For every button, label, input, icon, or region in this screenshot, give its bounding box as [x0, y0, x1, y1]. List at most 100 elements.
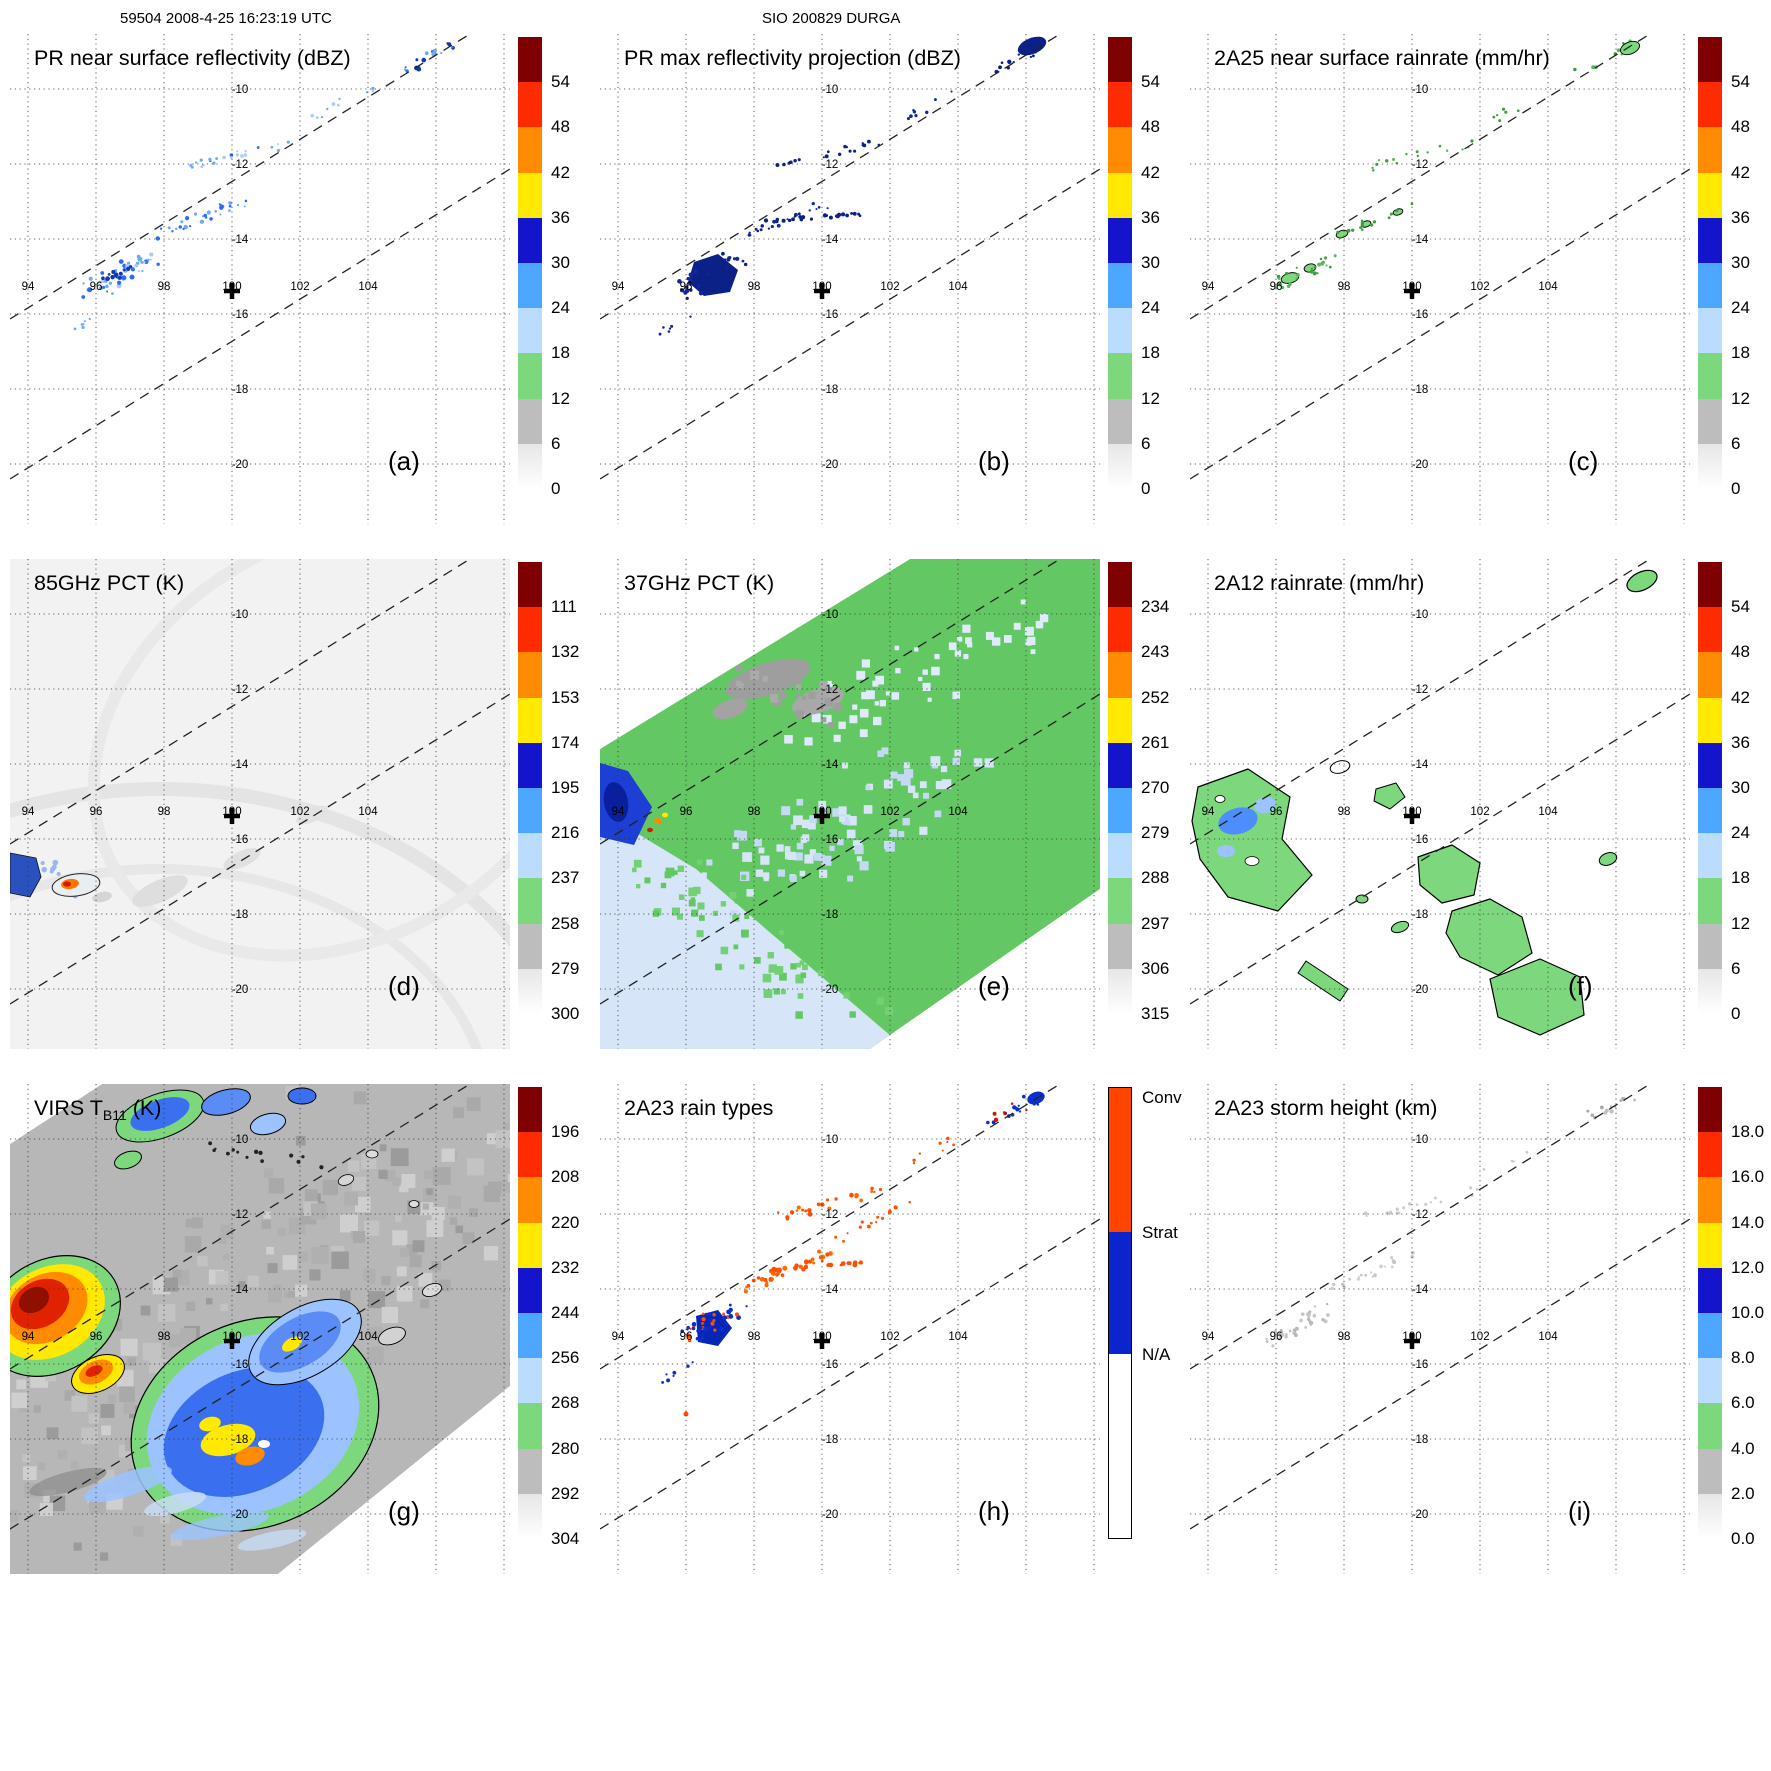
ellipse-feature: [144, 1491, 206, 1517]
colorbar-segment: [518, 878, 542, 924]
ellipse-feature: [408, 1200, 420, 1208]
ellipse-feature: [712, 698, 748, 720]
speckle-feature: [208, 1141, 324, 1170]
colorbar-tick-label: 306: [1141, 958, 1170, 978]
colorbar-tick-label: 36: [1731, 207, 1750, 227]
map-g: 949698100102104-10-12-14-16-18-20: [10, 1084, 510, 1574]
storm-center-marker: [1404, 1333, 1420, 1349]
ellipse-feature: [235, 1446, 265, 1466]
swath-edge-line: [1190, 1218, 1690, 1530]
colorbar-tick-label: 195: [551, 778, 580, 797]
storm-center-marker: [224, 808, 240, 824]
colorbar-tick-label: 270: [1141, 778, 1170, 797]
lon-label: 96: [680, 281, 693, 293]
colorbar-tick-label: 315: [1141, 1004, 1170, 1023]
lon-label: 94: [612, 281, 625, 293]
speckle-feature: [680, 1303, 748, 1343]
colorbar-tick-label: 18: [1141, 343, 1160, 363]
speckle-feature: [994, 50, 1037, 74]
colorbar-segment: [1698, 1448, 1722, 1494]
lon-label: 102: [290, 1331, 309, 1343]
speckle-feature: [101, 265, 133, 282]
echo-cluster: [688, 254, 738, 296]
colorbar-segment: [1698, 1222, 1722, 1268]
swath-edge-line: [10, 1084, 471, 1370]
overpass-timestamp: 59504 2008-4-25 16:23:19 UTC: [120, 10, 332, 27]
ellipse-feature: [1017, 36, 1047, 56]
map-f: 949698100102104-10-12-14-16-18-20: [1190, 559, 1690, 1049]
lat-label: -14: [822, 234, 839, 246]
colorbar-segment: [1698, 1177, 1722, 1223]
panel-title-text: VIRS T: [34, 1096, 103, 1120]
lat-label: -12: [232, 684, 249, 696]
lat-label: -12: [822, 684, 839, 696]
panel-title: PR max reflectivity projection (dBZ): [624, 46, 961, 70]
colorbar-tick-label: 48: [1731, 642, 1750, 662]
ellipse-feature: [337, 1174, 355, 1186]
lat-label: -10: [1412, 1134, 1429, 1146]
lon-label: 104: [358, 1331, 378, 1343]
colorbar-segment: [1698, 968, 1722, 1014]
poly-feature: [1373, 782, 1406, 810]
colorbar-segment: [1698, 878, 1722, 924]
colorbar-tick-label: 6: [551, 433, 561, 453]
colorbar-tick-label: 8.0: [1731, 1348, 1755, 1368]
lat-label: -10: [232, 84, 249, 96]
lon-label: 98: [1338, 1331, 1351, 1343]
colorbar-tick-label: 30: [551, 253, 570, 272]
colorbar-tick-label: 18: [1731, 343, 1750, 363]
lon-label: 102: [880, 281, 899, 293]
colorbar-tick-label: 6: [1141, 433, 1151, 453]
lat-label: -16: [1412, 834, 1429, 846]
map-features: [1274, 39, 1640, 290]
colorbar-segment: [1108, 833, 1132, 879]
lon-label: 96: [90, 281, 103, 293]
lat-label: -12: [232, 159, 249, 171]
lon-label: 102: [880, 1331, 899, 1343]
lat-label: -14: [232, 1284, 249, 1296]
lon-label: 96: [1270, 806, 1283, 818]
lat-label: -20: [232, 984, 249, 996]
lat-label: -20: [822, 984, 839, 996]
speckle-feature: [775, 139, 881, 167]
colorbar-segment: [1698, 172, 1722, 218]
ellipse-feature: [378, 1326, 406, 1346]
lat-lon-grid: [600, 1084, 1100, 1574]
speckle-feature: [1274, 254, 1337, 290]
ellipse-feature: [1217, 845, 1235, 857]
panel-title: 2A23 storm height (km): [1214, 1096, 1438, 1120]
lat-label: -18: [1412, 1434, 1429, 1446]
swath-edge-line: [600, 1218, 1100, 1530]
swath-edge-line: [600, 1084, 1061, 1370]
ellipse-feature: [258, 1440, 270, 1448]
ellipse-feature: [1254, 796, 1276, 814]
colorbar-tick-label: 6: [1731, 433, 1741, 453]
ellipse-feature: [1218, 807, 1258, 835]
colorbar-tick-label: 256: [551, 1348, 580, 1368]
colorbar-tick-label: 300: [551, 1004, 580, 1023]
swath-edge-line: [1190, 559, 1651, 845]
colorbar-tick-label: 280: [551, 1438, 580, 1458]
lon-label: 94: [612, 806, 625, 818]
ellipse-feature: [647, 827, 653, 833]
lon-label: 104: [948, 806, 968, 818]
lat-label: -10: [1412, 84, 1429, 96]
lon-label: 104: [948, 1331, 968, 1343]
panel-title-text: (K): [126, 1096, 162, 1120]
colorbar-tick-label: 48: [551, 117, 570, 137]
lon-label: 98: [158, 806, 171, 818]
colorbar-segment: [518, 833, 542, 879]
colorbar-tick-label: 304: [551, 1529, 580, 1548]
colorbar-segment: [1108, 217, 1132, 263]
lon-label: 104: [358, 806, 378, 818]
colorbar-segment: [1698, 923, 1722, 969]
colorbar-tick-label: 220: [551, 1212, 580, 1232]
map-e: 949698100102104-10-12-14-16-18-20: [600, 559, 1100, 1049]
colorbar-segment: [518, 82, 542, 128]
lat-label: -16: [1412, 1359, 1429, 1371]
ellipse-feature: [10, 864, 483, 1049]
map-features: [10, 1084, 510, 1574]
colorbar-segment: [1698, 1132, 1722, 1178]
